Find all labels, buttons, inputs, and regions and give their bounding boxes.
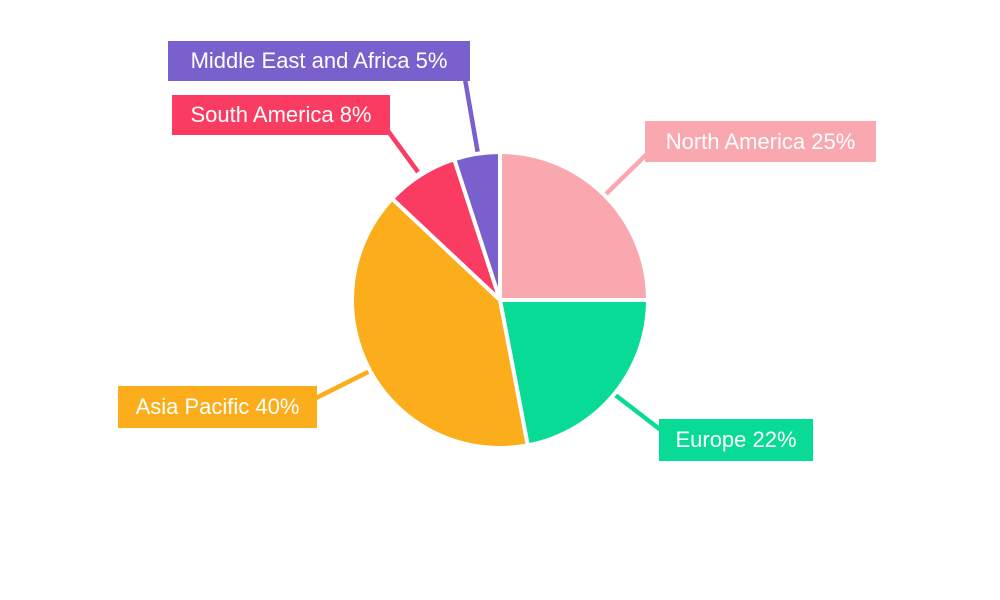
leader-line-north-america [602,149,652,198]
leader-line-europe [612,392,664,433]
leader-lines-layer [314,78,664,433]
leader-line-asia-pacific [314,368,372,401]
pie-slice-asia-pacific[interactable] [350,196,530,450]
slice-callout-middle-east-and-africa[interactable]: Middle East and Africa 5% [168,41,470,81]
leader-line-south-america [386,129,420,174]
slice-callout-south-america[interactable]: South America 8% [172,95,390,135]
slice-callout-europe[interactable]: Europe 22% [659,419,813,461]
pie-slices-layer [350,150,650,450]
slice-callout-north-america[interactable]: North America 25% [645,121,876,162]
leader-line-middle-east-and-africa [462,78,481,155]
pie-slice-middle-east-and-africa[interactable] [452,150,502,302]
slice-callout-asia-pacific[interactable]: Asia Pacific 40% [118,386,317,428]
pie-slice-north-america[interactable] [498,150,650,302]
pie-slice-europe[interactable] [498,298,650,448]
